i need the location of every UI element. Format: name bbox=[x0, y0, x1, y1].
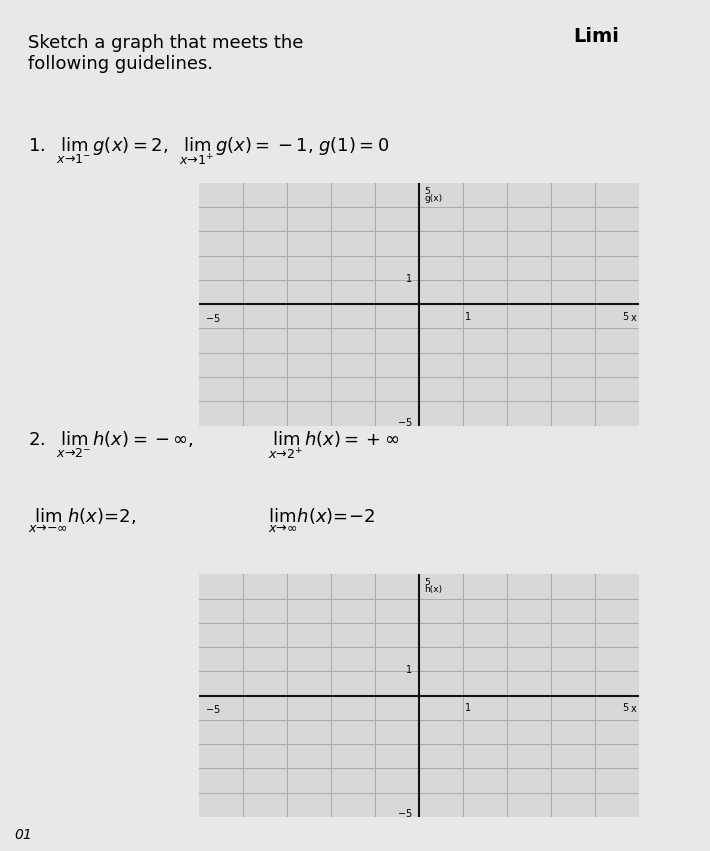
Text: 2.  $\lim_{x\to 2^-} h(x) = -\infty$,: 2. $\lim_{x\to 2^-} h(x) = -\infty$, bbox=[28, 430, 195, 460]
Text: 5: 5 bbox=[424, 578, 430, 587]
Text: $\mathregular{-5}$: $\mathregular{-5}$ bbox=[205, 703, 221, 715]
Text: $\lim_{x\to \infty} h(x) = -2$: $\lim_{x\to \infty} h(x) = -2$ bbox=[268, 506, 376, 534]
Text: $\mathregular{-5}$: $\mathregular{-5}$ bbox=[397, 808, 413, 820]
Text: 1: 1 bbox=[465, 703, 471, 713]
Text: Sketch a graph that meets the
following guidelines.: Sketch a graph that meets the following … bbox=[28, 34, 304, 73]
Text: 1.  $\lim_{x\to 1^-} g(x) = 2$,  $\lim_{x\to 1^+} g(x) = -1$, $g(1) = 0$: 1. $\lim_{x\to 1^-} g(x) = 2$, $\lim_{x\… bbox=[28, 135, 390, 167]
Text: 5: 5 bbox=[623, 703, 629, 713]
Text: $\mathregular{-5}$: $\mathregular{-5}$ bbox=[397, 416, 413, 428]
Text: x: x bbox=[631, 704, 637, 714]
Text: 1: 1 bbox=[406, 665, 413, 675]
Text: $\mathregular{-5}$: $\mathregular{-5}$ bbox=[205, 311, 221, 323]
Text: 01: 01 bbox=[14, 829, 32, 842]
Text: Limi: Limi bbox=[574, 26, 619, 46]
Text: 1: 1 bbox=[406, 274, 413, 283]
Text: 5: 5 bbox=[424, 186, 430, 196]
Text: $\lim_{x\to 2^+} h(x) = +\infty$: $\lim_{x\to 2^+} h(x) = +\infty$ bbox=[268, 430, 400, 461]
Text: $\lim_{x\to -\infty} h(x) = 2$,: $\lim_{x\to -\infty} h(x) = 2$, bbox=[28, 506, 136, 534]
Text: x: x bbox=[631, 312, 637, 323]
Text: 1: 1 bbox=[465, 311, 471, 322]
Text: 5: 5 bbox=[623, 311, 629, 322]
Text: g(x): g(x) bbox=[424, 194, 442, 203]
Text: h(x): h(x) bbox=[424, 585, 442, 594]
